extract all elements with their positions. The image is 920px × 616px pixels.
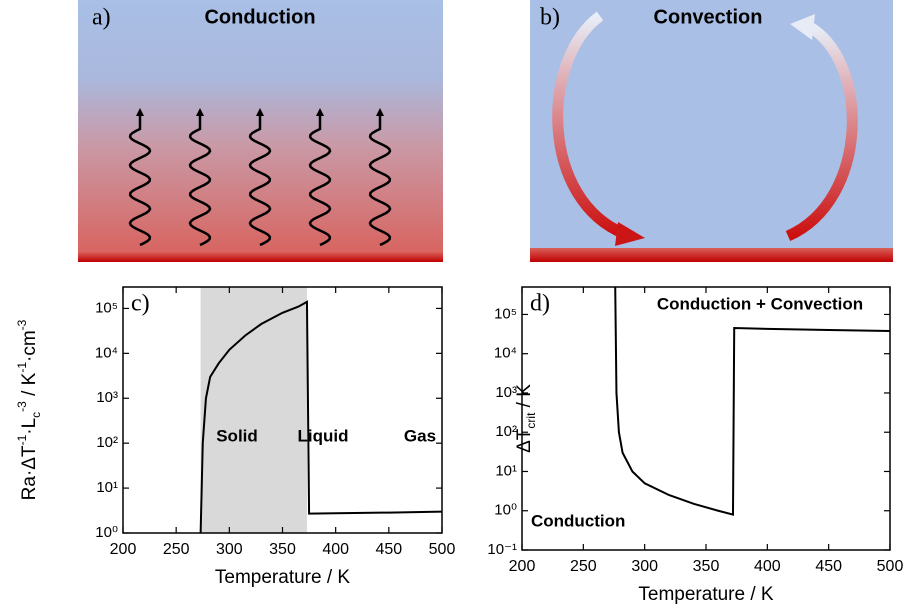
y-axis-label-part: -1 <box>15 362 29 373</box>
x-tick-label: 500 <box>877 558 904 575</box>
y-axis-label-part: ·L <box>19 418 40 435</box>
x-tick-label: 400 <box>754 558 781 575</box>
y-tick-label: 10⁻¹ <box>487 541 517 558</box>
hot-plate <box>78 252 443 262</box>
y-tick-label: 10² <box>96 434 118 451</box>
x-tick-label: 400 <box>322 541 349 558</box>
x-axis-label: Temperature / K <box>638 584 773 605</box>
y-tick-label: 10⁵ <box>95 299 118 316</box>
figure: a) Conduction b) Convection 200 250 300 350… <box>0 0 920 616</box>
x-tick-label: 450 <box>375 541 402 558</box>
y-tick-label: 10⁵ <box>494 305 517 322</box>
x-tick-label: 350 <box>269 541 296 558</box>
y-axis-label-part: -3 <box>15 319 29 330</box>
annotation: Conduction + Convection <box>657 294 863 313</box>
x-tick-label: 500 <box>429 541 456 558</box>
annotation: Solid <box>216 426 258 445</box>
y-tick-label: 10³ <box>96 389 118 406</box>
data-line <box>615 287 890 515</box>
y-tick-label: 10⁴ <box>494 345 517 362</box>
panel-title: Convection <box>654 6 763 28</box>
y-tick-label: 10¹ <box>495 462 517 479</box>
y-axis-label-part: / K <box>19 372 40 401</box>
y-axis-label: Ra·ΔT-1·Lc-3 / K-1·cm-3 <box>15 319 43 500</box>
x-tick-label: 200 <box>110 541 137 558</box>
panel-title: Conduction <box>204 6 315 28</box>
y-axis-label-part: -3 <box>15 401 29 412</box>
annotation: Conduction <box>531 511 625 530</box>
y-tick-label: 10⁰ <box>95 524 118 541</box>
x-tick-label: 300 <box>216 541 243 558</box>
panel-label: a) <box>92 5 111 31</box>
x-tick-label: 250 <box>163 541 190 558</box>
x-tick-label: 350 <box>693 558 720 575</box>
x-tick-label: 300 <box>631 558 658 575</box>
page: a) Conduction b) Convection 200 250 300 350… <box>0 0 920 616</box>
x-tick-label: 450 <box>815 558 842 575</box>
y-axis-label-part: ΔT <box>514 428 535 453</box>
y-tick-label: 10⁰ <box>494 502 517 519</box>
x-tick-label: 250 <box>570 558 597 575</box>
panel-label: d) <box>530 291 550 317</box>
y-axis-label-part: Ra·ΔT <box>19 445 40 500</box>
y-axis-label: ΔTcrit / K <box>514 384 538 453</box>
y-axis-label-part: ·cm <box>19 330 40 362</box>
y-axis-label-part: c <box>29 412 43 418</box>
y-axis-label-part: crit <box>524 412 538 429</box>
x-axis-label: Temperature / K <box>215 567 350 588</box>
annotation: Gas <box>404 426 436 445</box>
y-tick-label: 10¹ <box>96 479 118 496</box>
y-tick-label: 10⁴ <box>95 344 118 361</box>
hot-plate <box>530 248 893 262</box>
y-axis-label-part: / K <box>514 384 535 413</box>
panel-label: c) <box>131 291 150 317</box>
panel-label: b) <box>540 5 560 31</box>
annotation: Liquid <box>298 426 349 445</box>
shaded-region <box>201 287 307 533</box>
x-tick-label: 200 <box>509 558 536 575</box>
y-axis-label-part: -1 <box>15 434 29 445</box>
conduction-background <box>78 0 443 262</box>
